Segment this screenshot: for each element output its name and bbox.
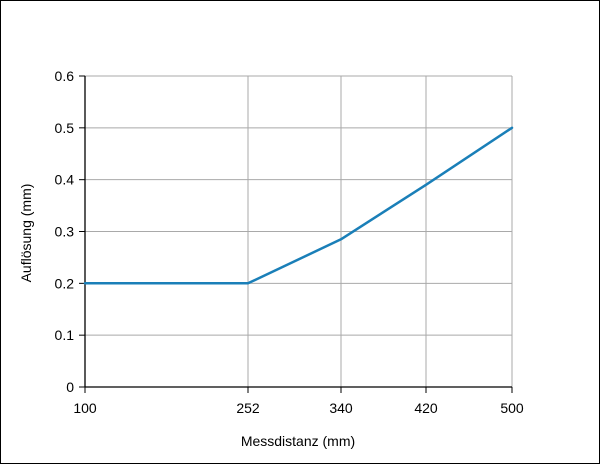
tick-labels: 0 0.1 0.2 0.3 0.4 0.5 0.6 100 252 340 420 500: [55, 68, 524, 416]
y-tick-label: 0: [66, 379, 74, 395]
y-tick-label: 0.2: [55, 275, 75, 291]
y-tick-label: 0.4: [55, 172, 75, 188]
x-tick-label: 252: [236, 400, 260, 416]
x-tick-label: 100: [73, 400, 97, 416]
y-tick-label: 0.6: [55, 68, 75, 84]
series-lines: [83, 126, 514, 285]
x-tick-label: 500: [500, 400, 524, 416]
tick-marks: [79, 75, 513, 393]
y-tick-label: 0.3: [55, 224, 75, 240]
grid-lines: [85, 75, 513, 387]
x-axis-label: Messdistanz (mm): [241, 433, 355, 449]
y-tick-label: 0.1: [55, 327, 75, 343]
x-tick-label: 420: [414, 400, 438, 416]
y-tick-label: 0.5: [55, 120, 75, 136]
y-axis-label: Auflösung (mm): [18, 184, 34, 283]
series-line: [83, 126, 514, 285]
x-tick-label: 340: [329, 400, 353, 416]
